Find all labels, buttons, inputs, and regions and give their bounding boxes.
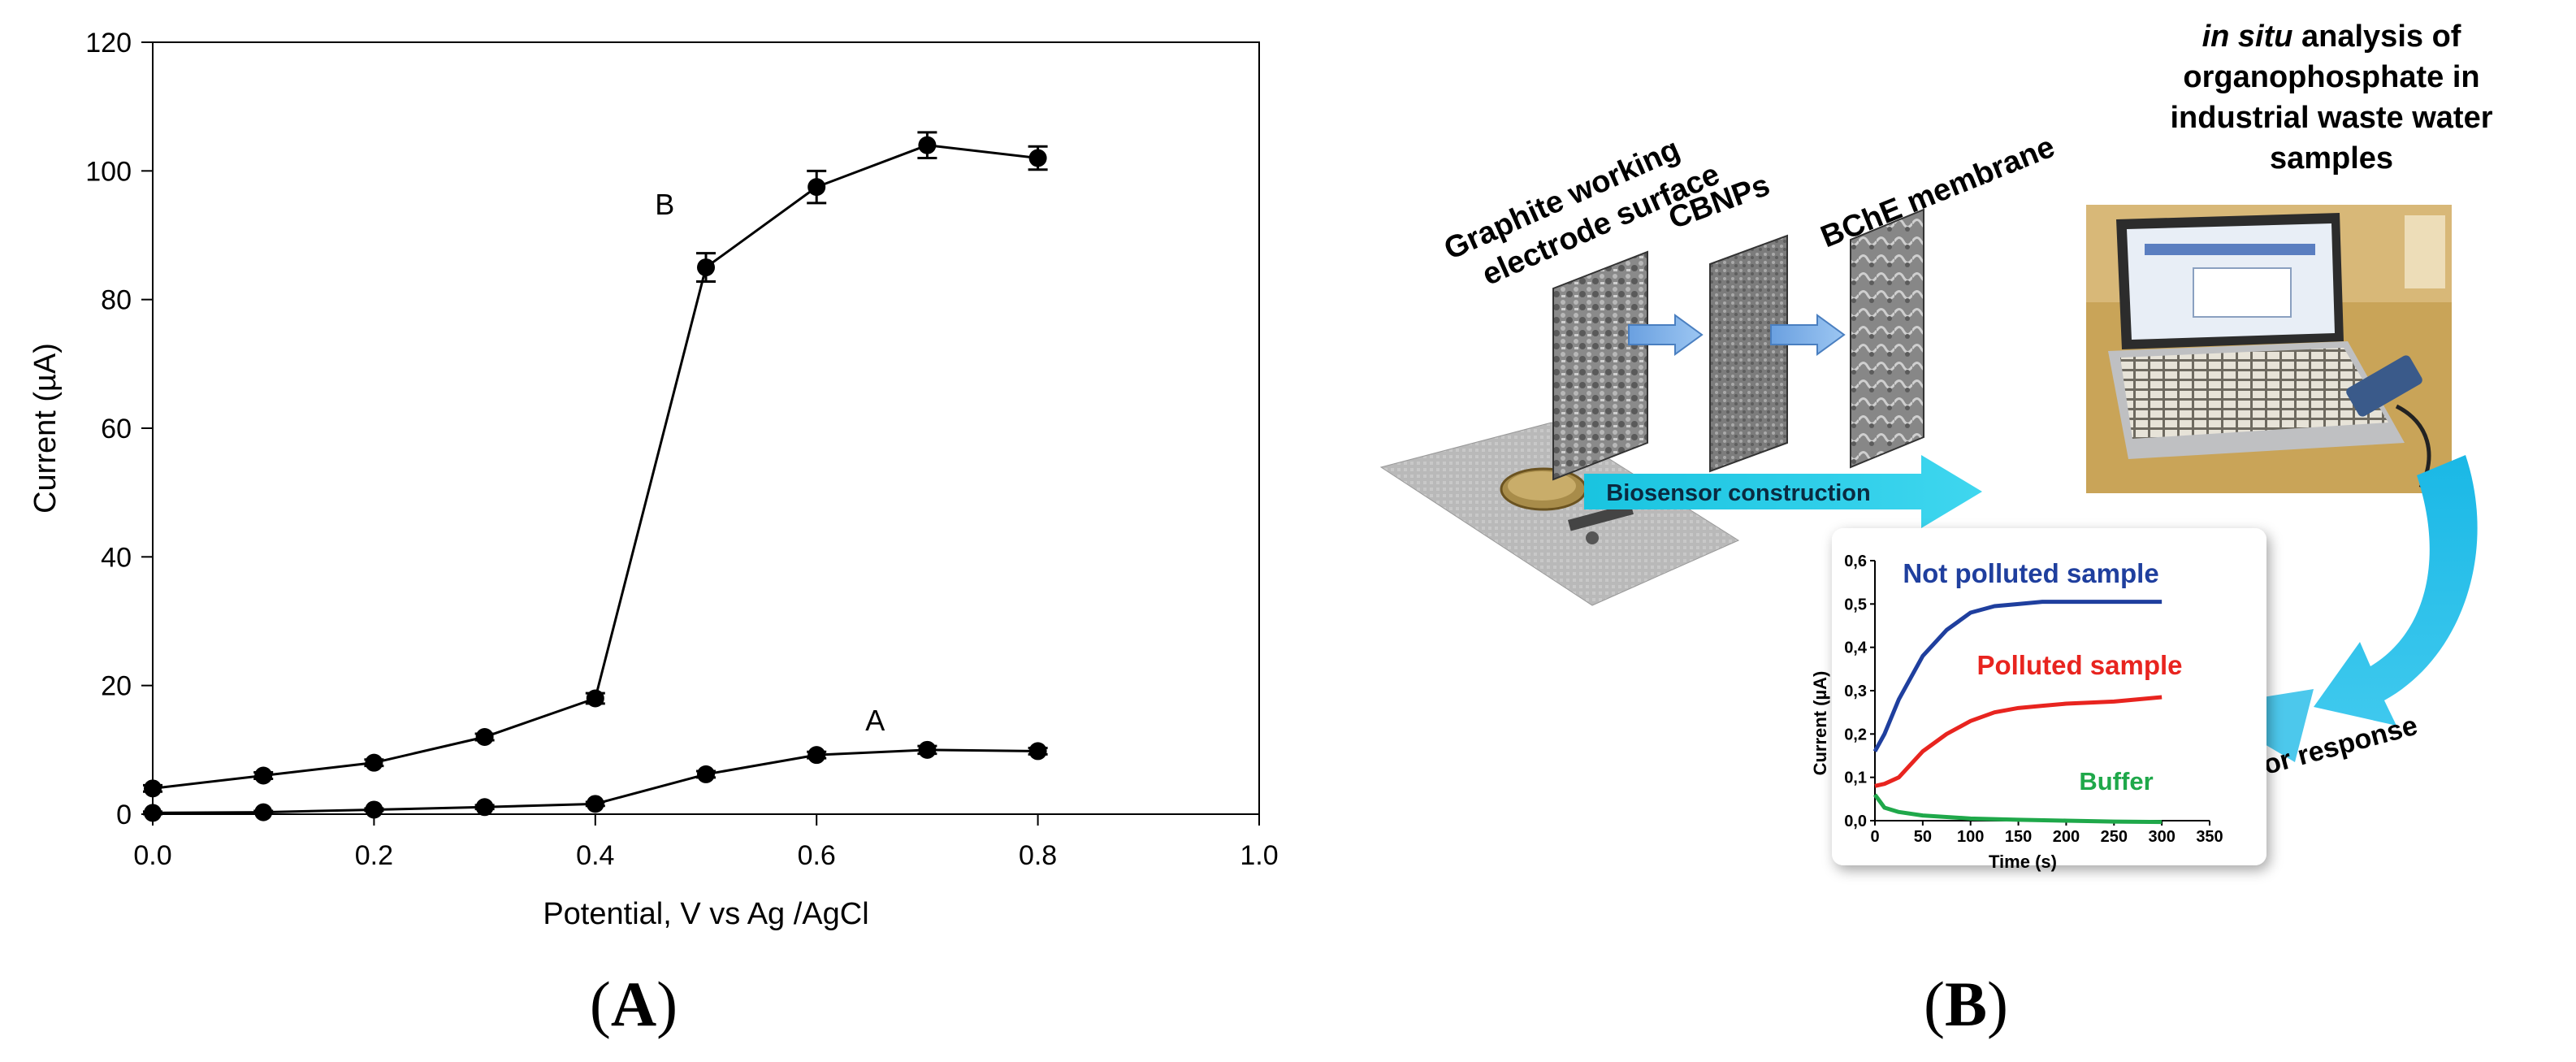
y-tick-label: 120 — [85, 28, 132, 59]
data-point — [586, 689, 604, 708]
y-tick-label: 0 — [116, 800, 132, 830]
panel-b-schematic: Graphite working electrode surface CBNPs… — [1379, 20, 2493, 1039]
sem-image-graphite — [1552, 250, 1648, 481]
inset-response-chart: 0,0 0,1 0,2 0,3 0,4 0,5 0,6 0 50 100 150 200 250 300 3… — [1810, 528, 2266, 872]
data-point — [365, 753, 383, 772]
inset-x-tick-label: 350 — [2196, 828, 2223, 846]
potentiostat-device — [2346, 355, 2422, 417]
inset-series-line — [1874, 695, 2163, 788]
curved-arrow-icon — [2314, 455, 2478, 726]
x-tick-label: 0.4 — [576, 840, 614, 871]
construction-label: Biosensor construction — [1606, 480, 1871, 506]
data-point — [144, 779, 162, 798]
inset-x-tick-label: 100 — [1957, 828, 1984, 846]
data-point — [254, 766, 273, 785]
y-axis-label: Current (µA) — [28, 343, 63, 514]
inset-series-label: Not polluted sample — [1903, 558, 2158, 588]
plot-frame — [152, 41, 1260, 815]
inset-x-tick-label: 200 — [2053, 828, 2080, 846]
data-point — [144, 804, 162, 822]
panel-label-b: (B) — [1924, 969, 2008, 1039]
data-point — [365, 800, 383, 819]
arrow-icon — [1770, 314, 1846, 356]
x-tick-label: 0.2 — [355, 840, 393, 871]
inset-series-label: Buffer — [2079, 767, 2153, 795]
data-point — [475, 728, 494, 746]
inset-x-tick-label: 0 — [1870, 828, 1879, 846]
inset-x-tick-label: 300 — [2148, 828, 2175, 846]
x-tick-label: 0.6 — [798, 840, 836, 871]
inset-x-tick-label: 250 — [2101, 828, 2128, 846]
inset-y-tick-label: 0,2 — [1844, 726, 1867, 743]
data-point — [697, 765, 715, 783]
x-axis: 0.0 0.2 0.4 0.6 0.8 1.0 — [133, 814, 1279, 871]
inset-y-tick-label: 0,0 — [1844, 813, 1867, 830]
inset-series — [1872, 600, 2163, 825]
series-B — [143, 131, 1048, 798]
inset-y-tick-label: 0,1 — [1844, 769, 1867, 787]
data-point — [586, 795, 604, 813]
series-label-b: B — [655, 188, 674, 221]
svg-text:organophosphate in: organophosphate in — [2183, 60, 2479, 94]
inset-y-tick-label: 0,6 — [1844, 553, 1867, 570]
inset-series-labels: Not polluted sample Polluted sample Buffer — [1903, 558, 2182, 795]
bche-layer-label: BChE membrane — [1816, 130, 2060, 255]
analysis-title: in situ analysis of organophosphate in i… — [2170, 20, 2492, 176]
inset-series-line — [1872, 793, 2163, 825]
inset-y-tick-label: 0,5 — [1844, 596, 1867, 613]
data-point — [254, 803, 273, 821]
inset-y-label: Current (µA) — [1810, 671, 1830, 776]
series-A — [143, 740, 1048, 822]
inset-series-line — [1872, 600, 2163, 752]
x-axis-label: Potential, V vs Ag /AgCl — [543, 897, 868, 931]
panel-label-a: (A) — [590, 969, 678, 1039]
series-label-a: A — [865, 704, 885, 737]
y-tick-label: 100 — [85, 156, 132, 187]
y-axis: 0 20 40 60 80 100 120 — [85, 28, 153, 830]
data-point — [807, 746, 826, 765]
data-point — [1028, 742, 1047, 761]
svg-text:samples: samples — [2270, 141, 2393, 176]
laptop-photo — [2086, 205, 2452, 493]
inset-y-tick-label: 0,4 — [1844, 639, 1868, 657]
x-tick-label: 1.0 — [1240, 840, 1278, 871]
screen-printed-electrode — [1379, 422, 1740, 606]
data-point — [475, 798, 494, 817]
inset-x-tick-label: 50 — [1914, 828, 1932, 846]
data-point — [918, 136, 937, 154]
construction-arrow: Biosensor construction — [1584, 455, 1982, 528]
sem-image-cbnps — [1709, 234, 1788, 473]
y-tick-label: 60 — [101, 414, 132, 444]
y-tick-label: 20 — [101, 671, 132, 702]
data-point — [918, 740, 937, 759]
y-tick-label: 80 — [101, 285, 132, 316]
inset-x-tick-label: 150 — [2005, 828, 2032, 846]
x-tick-label: 0.0 — [133, 840, 171, 871]
y-tick-label: 40 — [101, 542, 132, 573]
inset-x-label: Time (s) — [1989, 852, 2057, 872]
data-point — [1028, 149, 1047, 167]
x-tick-label: 0.8 — [1019, 840, 1057, 871]
inset-y-tick-label: 0,3 — [1844, 683, 1867, 700]
sem-image-bche — [1850, 208, 1924, 469]
svg-text:in situ analysis of: in situ analysis of — [2202, 20, 2461, 54]
svg-text:industrial waste water: industrial waste water — [2170, 101, 2492, 135]
inset-card — [1832, 528, 2266, 865]
data-point — [697, 258, 715, 277]
arrow-icon — [1628, 314, 1704, 356]
plot-series: BA — [143, 131, 1048, 822]
inset-series-label: Polluted sample — [1976, 650, 2182, 680]
data-point — [807, 178, 826, 197]
